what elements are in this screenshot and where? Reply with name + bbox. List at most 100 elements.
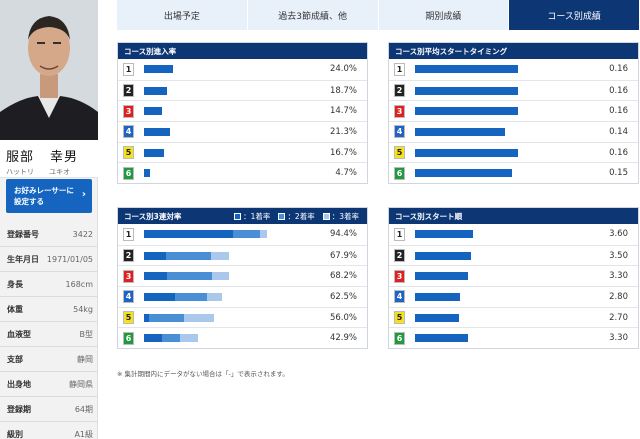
bar-group: [144, 148, 165, 157]
bar-group: [415, 86, 518, 95]
info-value: 168cm: [65, 279, 93, 289]
legend-item: ：1着率: [234, 211, 270, 222]
course-value: 0.16: [609, 64, 628, 75]
tab-4[interactable]: コース別成績: [509, 0, 640, 30]
bar-group: [415, 313, 459, 322]
info-key: 血液型: [7, 329, 31, 339]
course-row: 4 62.5%: [118, 286, 367, 307]
info-value: B型: [79, 329, 94, 339]
info-row: 支部 静岡: [0, 347, 98, 372]
bar-group: [415, 293, 461, 302]
bar-segment: [260, 230, 268, 238]
info-value: 64期: [74, 404, 93, 414]
bar-group: [415, 334, 469, 343]
course-badge: 2: [123, 249, 134, 263]
bar-segment: [144, 272, 167, 281]
bar-segment: [415, 169, 512, 178]
bar-segment: [144, 313, 149, 322]
legend-label: ：2着率: [287, 211, 315, 221]
course-badge: 2: [394, 249, 405, 263]
course-row: 4 0.14: [389, 121, 638, 142]
info-key: 生年月日: [7, 254, 39, 264]
course-value: 24.0%: [329, 64, 357, 75]
course-badge: 6: [123, 166, 134, 180]
bar-group: [415, 65, 518, 73]
course-row: 6 0.15: [389, 162, 638, 183]
bar-group: [415, 169, 512, 178]
bar-segment: [166, 272, 213, 281]
course-badge: 4: [394, 290, 405, 304]
course-row: 3 68.2%: [118, 265, 367, 286]
course-row: 6 42.9%: [118, 327, 367, 348]
bar-segment: [144, 169, 150, 178]
course-value: 3.60: [609, 229, 628, 240]
info-value: 静岡県: [69, 379, 93, 389]
legend-item: ：3着率: [322, 211, 359, 222]
course-row: 1 3.60: [389, 224, 638, 245]
bar-group: [144, 334, 198, 343]
legend-label: ：3着率: [331, 211, 359, 221]
course-value: 16.7%: [329, 147, 357, 158]
bar-segment: [144, 86, 167, 95]
course-value: 0.16: [609, 147, 628, 158]
course-row: 3 0.16: [389, 100, 638, 121]
course-value: 0.15: [609, 168, 628, 179]
chevron-right-icon: ›: [81, 189, 86, 200]
info-key: 級別: [7, 429, 23, 439]
bar-group: [144, 65, 174, 73]
course-badge: 3: [394, 104, 405, 118]
panel-title: コース別スタート順: [389, 208, 638, 224]
panel-title: コース別平均スタートタイミング: [389, 43, 638, 59]
bar-segment: [144, 293, 176, 302]
info-key: 支部: [7, 354, 23, 364]
course-row: 2 67.9%: [118, 244, 367, 266]
bar-segment: [144, 148, 165, 157]
panel-title: コース別3連対率 ：1着率 ：2着率 ：3着率: [118, 208, 367, 224]
course-row: 4 21.3%: [118, 121, 367, 142]
course-badge: 3: [123, 104, 134, 118]
tab-bar: 出場予定 過去3節成績、他 期別成績 コース別成績: [117, 0, 640, 30]
bar-segment: [415, 230, 473, 238]
bar-segment: [415, 128, 506, 137]
course-row: 1 0.16: [389, 59, 638, 80]
bar-segment: [415, 334, 469, 343]
info-value: 1971/01/05: [46, 254, 93, 264]
bar-segment: [144, 65, 174, 73]
bar-segment: [144, 230, 233, 238]
racer-given-name: 幸男: [49, 150, 78, 165]
racer-surname: 服部: [6, 150, 35, 165]
course-row: 5 2.70: [389, 306, 638, 328]
course-value: 56.0%: [329, 312, 357, 323]
course-badge: 6: [394, 166, 405, 180]
course-badge: 5: [123, 311, 134, 325]
course-value: 3.50: [609, 250, 628, 261]
info-key: 体重: [7, 304, 23, 314]
info-row: 生年月日 1971/01/05: [0, 247, 98, 272]
legend-swatch: [322, 212, 330, 220]
tab-1[interactable]: 出場予定: [117, 0, 248, 30]
legend-swatch: [234, 212, 242, 220]
tab-2[interactable]: 過去3節成績、他: [247, 0, 379, 30]
favorite-racer-button[interactable]: お好みレーサーに 設定する ›: [6, 179, 92, 213]
course-badge: 2: [394, 84, 405, 98]
legend-item: ：2着率: [278, 211, 315, 222]
racer-portrait-icon: [0, 0, 98, 140]
course-badge: 6: [394, 331, 405, 345]
info-row: 級別 A1級: [0, 422, 98, 439]
bar-segment: [144, 334, 162, 343]
bar-group: [144, 272, 230, 281]
tab-3[interactable]: 期別成績: [378, 0, 510, 30]
course-badge: 5: [394, 311, 405, 325]
bar-segment: [415, 272, 469, 281]
bar-segment: [175, 293, 207, 302]
legend-swatch: [278, 212, 286, 220]
racer-info-table: 登録番号 3422 生年月日 1971/01/05 身長 168cm 体重 54kg 血…: [0, 222, 98, 439]
course-row: 5 0.16: [389, 141, 638, 163]
avg-start-timing-panel: コース別平均スタートタイミング 1 0.16 2 0.16 3 0.16 4 0.14 5 0.1…: [388, 42, 639, 185]
bar-segment: [161, 334, 180, 343]
course-badge: 3: [394, 269, 405, 283]
bar-segment: [211, 251, 229, 260]
bar-group: [144, 251, 229, 260]
course-value: 0.16: [609, 85, 628, 96]
racer-given-name-kana: ユキオ: [49, 168, 70, 176]
